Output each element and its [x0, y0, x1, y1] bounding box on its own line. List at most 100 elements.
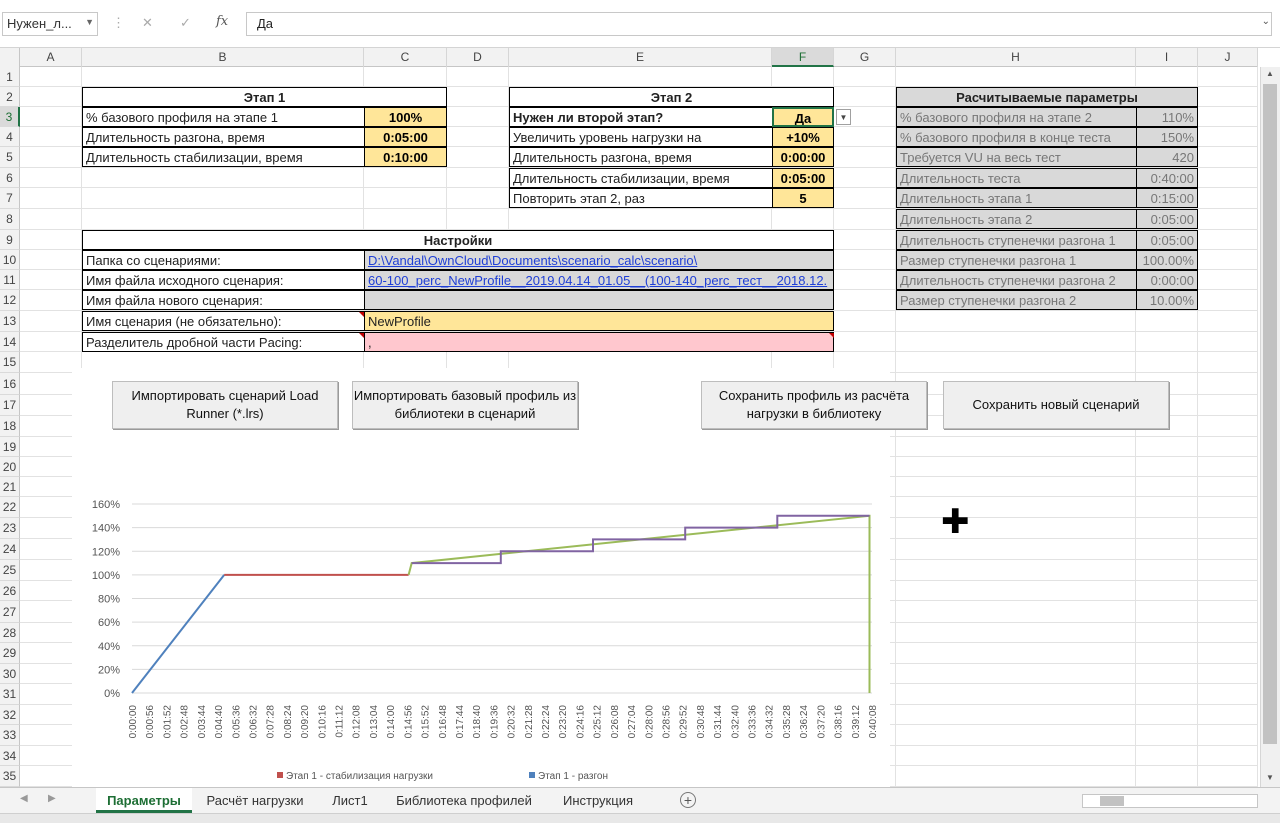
row-header[interactable]: 15: [0, 352, 20, 373]
chevron-down-icon[interactable]: ▼: [85, 17, 94, 27]
formula-input[interactable]: Да: [246, 12, 1272, 36]
row-header[interactable]: 25: [0, 560, 20, 581]
scenario-name-input[interactable]: NewProfile: [364, 311, 834, 331]
stage1-label[interactable]: % базового профиля на этапе 1: [82, 107, 365, 127]
expand-formula-icon[interactable]: ⌄: [1261, 16, 1270, 27]
scrollbar-thumb[interactable]: [1263, 84, 1277, 744]
row-header[interactable]: 1: [0, 67, 20, 87]
calc-value[interactable]: 0:00:00: [1136, 270, 1198, 290]
row-header[interactable]: 13: [0, 311, 20, 332]
stage2-label[interactable]: Длительность разгона, время: [509, 147, 773, 167]
row-header[interactable]: 14: [0, 332, 20, 352]
settings-label[interactable]: Имя файла нового сценария:: [82, 290, 365, 310]
stage2-value[interactable]: 5: [772, 188, 834, 208]
calc-value[interactable]: 150%: [1136, 127, 1198, 147]
row-header[interactable]: 27: [0, 601, 20, 623]
row-header[interactable]: 20: [0, 457, 20, 477]
stage2-label[interactable]: Увеличить уровень нагрузки на: [509, 127, 773, 147]
calc-value[interactable]: 110%: [1136, 107, 1198, 127]
scroll-up-icon[interactable]: ▲: [1266, 69, 1274, 78]
tab-scroll-right-icon[interactable]: ▶: [48, 793, 56, 804]
row-header[interactable]: 8: [0, 209, 20, 230]
row-header[interactable]: 7: [0, 188, 20, 209]
row-header[interactable]: 10: [0, 250, 20, 270]
row-header[interactable]: 33: [0, 725, 20, 746]
calc-value[interactable]: 100.00%: [1136, 250, 1198, 270]
stage1-label[interactable]: Длительность разгона, время: [82, 127, 365, 147]
source-scenario-link[interactable]: 60-100_perc_NewProfile__2019.04.14_01.05…: [364, 270, 834, 290]
enter-icon[interactable]: ✓: [180, 15, 191, 30]
column-header-i[interactable]: I: [1136, 48, 1198, 67]
calc-label[interactable]: Длительность этапа 1: [896, 188, 1137, 208]
calc-label[interactable]: % базового профиля на этапе 2: [896, 107, 1137, 127]
pacing-separator-input[interactable]: ,: [364, 332, 834, 352]
name-box[interactable]: Нужен_л... ▼: [2, 12, 98, 36]
row-header[interactable]: 26: [0, 581, 20, 601]
stage2-value[interactable]: +10%: [772, 127, 834, 147]
row-header[interactable]: 2: [0, 87, 20, 107]
stage1-value[interactable]: 0:05:00: [364, 127, 447, 147]
column-header-c[interactable]: C: [364, 48, 447, 67]
new-scenario-filename[interactable]: [364, 290, 834, 310]
settings-label[interactable]: Имя сценария (не обязательно):: [82, 311, 365, 331]
tab-instructions[interactable]: Инструкция: [563, 793, 633, 808]
stage2-value[interactable]: 0:05:00: [772, 168, 834, 188]
calc-label[interactable]: Размер ступенечки разгона 2: [896, 290, 1137, 310]
horizontal-scrollbar-thumb[interactable]: [1100, 796, 1124, 806]
calc-value[interactable]: 0:05:00: [1136, 230, 1198, 250]
row-header[interactable]: 11: [0, 270, 20, 290]
row-header[interactable]: 21: [0, 477, 20, 497]
column-header-d[interactable]: D: [447, 48, 509, 67]
add-sheet-icon[interactable]: +: [680, 792, 696, 808]
column-header-g[interactable]: G: [834, 48, 896, 67]
scenario-folder-link[interactable]: D:\Vandal\OwnCloud\Documents\scenario_ca…: [364, 250, 834, 270]
row-header[interactable]: 3: [0, 107, 20, 127]
calc-value[interactable]: 0:40:00: [1136, 168, 1198, 188]
column-header-f[interactable]: F: [772, 48, 834, 67]
insert-function-icon[interactable]: fx: [216, 14, 229, 29]
tab-parameters[interactable]: Параметры: [96, 788, 192, 813]
stage2-label[interactable]: Повторить этап 2, раз: [509, 188, 773, 208]
calc-label[interactable]: Длительность теста: [896, 168, 1137, 188]
row-header[interactable]: 34: [0, 746, 20, 766]
save-profile-button[interactable]: Сохранить профиль из расчёта нагрузки в …: [701, 381, 927, 429]
calc-label[interactable]: % базового профиля в конце теста: [896, 127, 1137, 147]
column-header-j[interactable]: J: [1198, 48, 1258, 67]
stage1-value[interactable]: 100%: [364, 107, 447, 127]
row-header[interactable]: 4: [0, 127, 20, 147]
column-header-a[interactable]: A: [20, 48, 82, 67]
scroll-down-icon[interactable]: ▼: [1266, 773, 1274, 782]
row-header[interactable]: 12: [0, 290, 20, 311]
settings-label[interactable]: Имя файла исходного сценария:: [82, 270, 365, 290]
settings-label[interactable]: Разделитель дробной части Pacing:: [82, 332, 365, 352]
horizontal-scrollbar[interactable]: [1082, 794, 1258, 808]
row-header[interactable]: 29: [0, 643, 20, 664]
select-all-corner[interactable]: [0, 48, 20, 67]
row-header[interactable]: 31: [0, 684, 20, 705]
calc-label[interactable]: Длительность этапа 2: [896, 209, 1137, 229]
row-header[interactable]: 30: [0, 664, 20, 684]
row-header[interactable]: 35: [0, 766, 20, 787]
row-header[interactable]: 24: [0, 539, 20, 560]
row-header[interactable]: 16: [0, 373, 20, 395]
row-header[interactable]: 32: [0, 705, 20, 725]
row-header[interactable]: 18: [0, 416, 20, 437]
row-header[interactable]: 28: [0, 623, 20, 643]
stage1-value[interactable]: 0:10:00: [364, 147, 447, 167]
row-header[interactable]: 17: [0, 395, 20, 416]
stage2-value[interactable]: 0:00:00: [772, 147, 834, 167]
row-header[interactable]: 6: [0, 168, 20, 188]
calc-label[interactable]: Требуется VU на весь тест: [896, 147, 1137, 167]
stage2-label[interactable]: Длительность стабилизации, время: [509, 168, 773, 188]
row-header[interactable]: 23: [0, 518, 20, 539]
calc-value[interactable]: 0:15:00: [1136, 188, 1198, 208]
column-header-h[interactable]: H: [896, 48, 1136, 67]
column-header-e[interactable]: E: [509, 48, 772, 67]
chart-area[interactable]: 0% 20% 40% 60% 80% 100% 120% 140% 160% 0:00:00 0:0…: [72, 368, 890, 787]
dropdown-arrow-icon[interactable]: ▼: [836, 109, 851, 125]
calc-label[interactable]: Размер ступенечки разгона 1: [896, 250, 1137, 270]
import-lr-button[interactable]: Импортировать сценарий Load Runner (*.lr…: [112, 381, 338, 429]
row-header[interactable]: 9: [0, 230, 20, 250]
row-header[interactable]: 22: [0, 497, 20, 518]
stage2-selected-cell[interactable]: Да: [772, 107, 834, 127]
